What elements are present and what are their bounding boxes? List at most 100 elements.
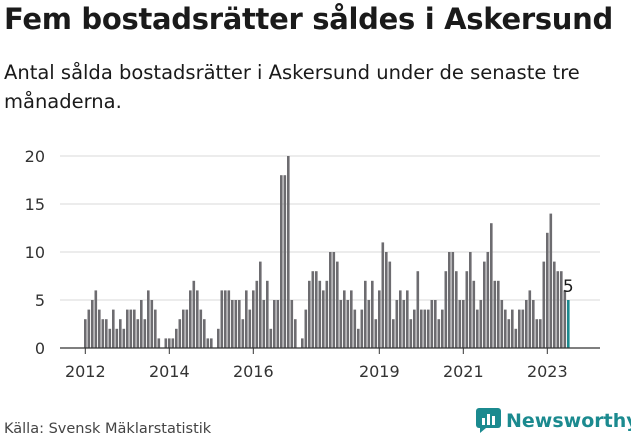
bar-highlight bbox=[567, 300, 570, 348]
source-note: Källa: Svensk Mäklarstatistik bbox=[4, 421, 212, 437]
bar bbox=[84, 319, 87, 348]
bar bbox=[308, 280, 311, 348]
bar bbox=[462, 300, 465, 348]
bar bbox=[101, 319, 105, 348]
bar bbox=[178, 319, 182, 348]
bar bbox=[465, 271, 469, 348]
bar bbox=[280, 175, 283, 348]
y-axis-tick-labels: 0 5 10 15 20 bbox=[25, 147, 45, 358]
bar bbox=[147, 290, 150, 348]
bar bbox=[112, 309, 115, 348]
bar bbox=[560, 271, 563, 348]
bar bbox=[133, 309, 136, 348]
y-tick-label: 5 bbox=[35, 291, 45, 310]
bar bbox=[199, 309, 203, 348]
x-tick-label: 2012 bbox=[65, 362, 106, 381]
bar bbox=[458, 300, 462, 348]
bar bbox=[105, 319, 108, 348]
bar bbox=[287, 156, 290, 348]
bar bbox=[535, 319, 539, 348]
bar bbox=[378, 290, 381, 348]
bar bbox=[196, 290, 199, 348]
bar bbox=[353, 309, 357, 348]
bar bbox=[210, 338, 213, 348]
bar bbox=[486, 252, 490, 348]
bar bbox=[451, 252, 455, 348]
bar bbox=[500, 300, 504, 348]
bar bbox=[546, 232, 549, 348]
bar bbox=[283, 175, 287, 348]
bar bbox=[444, 271, 448, 348]
bar bbox=[549, 213, 553, 348]
bar bbox=[217, 328, 220, 348]
bar bbox=[266, 280, 269, 348]
bar bbox=[350, 290, 353, 348]
bar bbox=[129, 309, 133, 348]
bar bbox=[294, 319, 297, 348]
bar bbox=[507, 319, 511, 348]
bar bbox=[556, 271, 560, 348]
bar bbox=[357, 328, 360, 348]
bar bbox=[175, 328, 178, 348]
bar bbox=[108, 328, 112, 348]
x-tick-label: 2021 bbox=[443, 362, 484, 381]
bar bbox=[430, 300, 434, 348]
bar bbox=[164, 338, 168, 348]
bar bbox=[206, 338, 210, 348]
bar bbox=[248, 309, 252, 348]
bar bbox=[476, 309, 479, 348]
bar bbox=[472, 280, 476, 348]
bar bbox=[504, 309, 507, 348]
bar bbox=[94, 290, 98, 348]
bar bbox=[367, 300, 371, 348]
bar bbox=[469, 252, 472, 348]
bar bbox=[339, 300, 343, 348]
bar bbox=[252, 290, 255, 348]
bar bbox=[385, 252, 388, 348]
bar bbox=[136, 319, 140, 348]
bars bbox=[84, 156, 570, 348]
bar bbox=[374, 319, 378, 348]
bar bbox=[409, 319, 413, 348]
bar bbox=[343, 290, 346, 348]
bar bbox=[182, 309, 185, 348]
bar bbox=[150, 300, 154, 348]
bar bbox=[311, 271, 315, 348]
bar bbox=[255, 280, 259, 348]
bar bbox=[119, 319, 122, 348]
bar bbox=[224, 290, 227, 348]
bar bbox=[245, 290, 248, 348]
y-tick-label: 20 bbox=[25, 147, 45, 166]
bar bbox=[269, 328, 273, 348]
bar bbox=[406, 290, 409, 348]
bar bbox=[493, 280, 497, 348]
bar bbox=[231, 300, 234, 348]
bar bbox=[290, 300, 294, 348]
bar bbox=[91, 300, 94, 348]
bar bbox=[322, 290, 325, 348]
bar bbox=[203, 319, 206, 348]
bar bbox=[87, 309, 91, 348]
bar bbox=[511, 309, 514, 348]
bar bbox=[234, 300, 238, 348]
bar bbox=[528, 290, 532, 348]
bar bbox=[259, 261, 262, 348]
bar bbox=[346, 300, 350, 348]
bar bbox=[315, 271, 318, 348]
bar bbox=[98, 309, 101, 348]
newsworthy-logo-icon bbox=[476, 408, 501, 433]
bar bbox=[115, 328, 119, 348]
bar bbox=[441, 309, 444, 348]
x-tick-label: 2023 bbox=[527, 362, 568, 381]
bar bbox=[227, 290, 231, 348]
bar bbox=[262, 300, 266, 348]
bar bbox=[364, 280, 367, 348]
bar bbox=[514, 328, 518, 348]
chart-subtitle: Antal sålda bostadsrätter i Askersund un… bbox=[4, 61, 580, 113]
bar bbox=[525, 300, 528, 348]
bar bbox=[437, 319, 441, 348]
bar bbox=[329, 252, 332, 348]
bar bbox=[563, 290, 567, 348]
bar bbox=[539, 319, 542, 348]
bar bbox=[416, 271, 420, 348]
